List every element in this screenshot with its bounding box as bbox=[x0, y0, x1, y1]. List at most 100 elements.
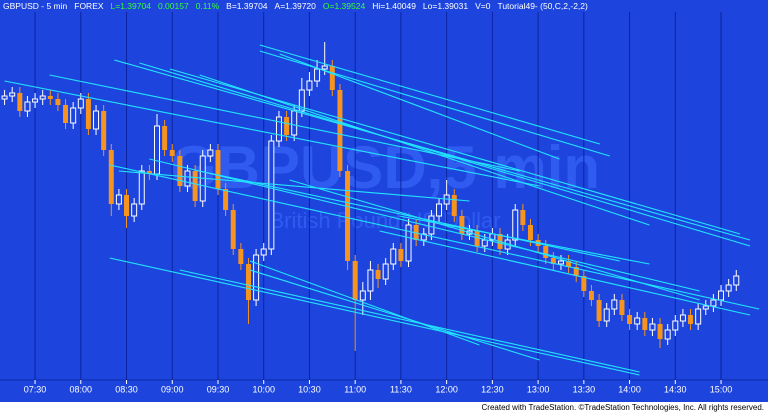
candle-body bbox=[85, 99, 91, 129]
x-tick-label: 08:30 bbox=[115, 384, 138, 394]
trendline bbox=[4, 80, 540, 187]
candle-body bbox=[688, 315, 694, 324]
candle-body bbox=[245, 264, 251, 300]
candle-body bbox=[47, 96, 53, 99]
trendline bbox=[379, 230, 751, 316]
candle-body bbox=[596, 300, 602, 321]
candle-body bbox=[63, 105, 69, 123]
x-tick-label: 12:30 bbox=[481, 384, 504, 394]
candle-body bbox=[695, 308, 702, 325]
trendline bbox=[118, 170, 470, 202]
candle-body bbox=[298, 89, 305, 112]
watermark: GBPUSD,5 min bbox=[170, 134, 600, 201]
header-item: B=1.39704 bbox=[226, 1, 268, 11]
candle-body bbox=[9, 92, 16, 97]
candle-body bbox=[581, 276, 587, 291]
candle-body bbox=[420, 233, 427, 241]
candle-body bbox=[642, 318, 648, 330]
candle-body bbox=[101, 111, 107, 150]
x-tick-label: 10:00 bbox=[252, 384, 275, 394]
x-tick-label: 09:30 bbox=[207, 384, 230, 394]
candle-body bbox=[192, 171, 198, 201]
candle-body bbox=[77, 98, 84, 109]
candle-body bbox=[657, 324, 663, 339]
header-item: 0.11% bbox=[195, 1, 220, 11]
candle-body bbox=[124, 195, 130, 216]
trendline bbox=[199, 170, 620, 262]
candle-body bbox=[131, 203, 138, 217]
candle-body bbox=[664, 329, 671, 340]
candle-body bbox=[679, 314, 686, 322]
candle-body bbox=[39, 95, 46, 100]
trendline bbox=[289, 179, 700, 301]
header-item: L=1.39704 bbox=[110, 1, 151, 11]
candle-body bbox=[345, 171, 351, 261]
header: GBPUSD - 5 min FOREX L=1.39704 0.00157 0.11%… bbox=[3, 1, 588, 11]
header-item: Hi=1.40049 bbox=[372, 1, 416, 11]
candle-body bbox=[177, 156, 183, 186]
candle-body bbox=[260, 248, 267, 256]
candle-body bbox=[275, 116, 282, 142]
candle-body bbox=[268, 140, 275, 250]
candle-body bbox=[359, 290, 366, 301]
candle-body bbox=[306, 80, 313, 91]
candle-body bbox=[17, 93, 23, 111]
x-tick-label: 14:30 bbox=[664, 384, 687, 394]
candle-body bbox=[603, 308, 610, 322]
candle-body bbox=[436, 203, 443, 217]
candle-body bbox=[207, 149, 214, 157]
candle-body bbox=[314, 68, 321, 82]
footer: Created with TradeStation. ©TradeStation… bbox=[0, 402, 768, 414]
candle-body bbox=[162, 126, 168, 150]
trendline bbox=[114, 59, 751, 241]
candle-body bbox=[238, 249, 244, 264]
candle-body bbox=[70, 107, 77, 124]
x-tick-label: 11:00 bbox=[344, 384, 366, 394]
candle-body bbox=[588, 291, 594, 300]
candle-body bbox=[527, 225, 533, 240]
candle-body bbox=[718, 290, 725, 301]
candle-body bbox=[115, 194, 122, 205]
candle-body bbox=[284, 117, 290, 135]
trendline bbox=[109, 164, 760, 310]
trendline bbox=[199, 74, 650, 226]
x-tick-label: 09:00 bbox=[161, 384, 184, 394]
candle-body bbox=[375, 270, 381, 279]
candle-body bbox=[337, 90, 343, 171]
trendline bbox=[179, 269, 640, 373]
candle-body bbox=[382, 263, 389, 280]
candle-body bbox=[154, 125, 161, 175]
candle-body bbox=[321, 65, 328, 70]
candle-body bbox=[138, 170, 145, 205]
candle-body bbox=[223, 189, 229, 210]
candle-body bbox=[710, 299, 717, 307]
candle-body bbox=[627, 315, 633, 324]
x-tick-label: 10:30 bbox=[298, 384, 321, 394]
candle-body bbox=[512, 209, 519, 241]
header-item: A=1.39720 bbox=[274, 1, 316, 11]
x-tick-label: 12:00 bbox=[435, 384, 458, 394]
x-tick-label: 11:30 bbox=[390, 384, 412, 394]
header-item: GBPUSD - 5 min bbox=[3, 1, 68, 11]
candle-body bbox=[459, 216, 465, 234]
footer-text: Created with TradeStation. ©TradeStation… bbox=[481, 403, 765, 412]
candle-body bbox=[611, 299, 618, 310]
candle-body bbox=[24, 101, 31, 112]
candle-body bbox=[108, 150, 114, 204]
candle-body bbox=[733, 275, 740, 286]
candle-body bbox=[398, 249, 404, 261]
candle-body bbox=[329, 66, 335, 90]
trendline bbox=[109, 257, 640, 376]
candle-body bbox=[520, 210, 526, 225]
candle-body bbox=[405, 224, 412, 262]
x-tick-label: 14:00 bbox=[618, 384, 641, 394]
trendline bbox=[139, 62, 751, 247]
grid: 07:30 08:00 08:30 09:00 09:30 10:00 10:30 11:00… bbox=[24, 12, 732, 394]
header-item: O=1.39524 bbox=[322, 1, 366, 11]
header-item: Tutorial49- (50,C,2,-2,2) bbox=[497, 1, 588, 11]
candle-body bbox=[352, 261, 358, 300]
candle-body bbox=[725, 284, 732, 292]
candle-body bbox=[573, 267, 579, 276]
candle-body bbox=[481, 239, 488, 247]
